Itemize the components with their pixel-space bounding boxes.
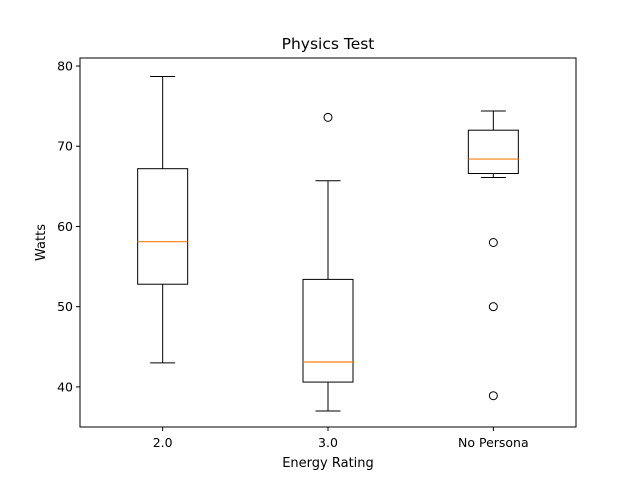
x-tick-label: 3.0	[318, 435, 338, 450]
y-axis-label: Watts	[34, 224, 49, 261]
outlier-point	[488, 302, 498, 312]
box-group	[467, 110, 519, 401]
chart-title: Physics Test	[282, 35, 375, 53]
box-body	[302, 278, 354, 383]
y-tick-label: 60	[57, 219, 73, 234]
y-tick-label: 40	[57, 379, 73, 394]
y-tick-label: 70	[57, 139, 73, 154]
outlier-point	[488, 391, 498, 401]
outlier-point	[323, 112, 333, 122]
box-group	[302, 112, 354, 412]
x-tick-label: 2.0	[153, 435, 173, 450]
box-body	[467, 129, 519, 175]
box-group	[137, 75, 189, 364]
y-tick-label: 80	[57, 59, 73, 74]
y-tick-label: 50	[57, 299, 73, 314]
box-body	[137, 168, 189, 285]
plot-area	[137, 75, 519, 412]
outlier-point	[488, 238, 498, 247]
x-axis-label: Energy Rating	[282, 456, 374, 471]
x-tick-label: No Persona	[458, 435, 529, 450]
